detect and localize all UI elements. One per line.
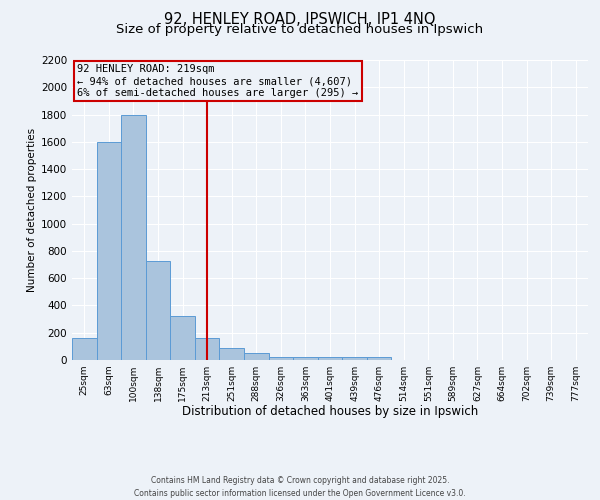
Bar bbox=[367, 358, 391, 360]
Text: 92 HENLEY ROAD: 219sqm
← 94% of detached houses are smaller (4,607)
6% of semi-d: 92 HENLEY ROAD: 219sqm ← 94% of detached… bbox=[77, 64, 358, 98]
Bar bbox=[121, 114, 146, 360]
Bar bbox=[72, 338, 97, 360]
Text: Contains HM Land Registry data © Crown copyright and database right 2025.
Contai: Contains HM Land Registry data © Crown c… bbox=[134, 476, 466, 498]
Bar bbox=[269, 356, 293, 360]
Bar bbox=[97, 142, 121, 360]
Bar bbox=[318, 358, 342, 360]
Bar bbox=[293, 358, 318, 360]
Text: 92, HENLEY ROAD, IPSWICH, IP1 4NQ: 92, HENLEY ROAD, IPSWICH, IP1 4NQ bbox=[164, 12, 436, 28]
Bar bbox=[170, 316, 195, 360]
Bar bbox=[342, 358, 367, 360]
Bar bbox=[146, 261, 170, 360]
Bar bbox=[195, 338, 220, 360]
Bar bbox=[220, 348, 244, 360]
Text: Size of property relative to detached houses in Ipswich: Size of property relative to detached ho… bbox=[116, 24, 484, 36]
Bar bbox=[244, 353, 269, 360]
Y-axis label: Number of detached properties: Number of detached properties bbox=[27, 128, 37, 292]
X-axis label: Distribution of detached houses by size in Ipswich: Distribution of detached houses by size … bbox=[182, 406, 478, 418]
